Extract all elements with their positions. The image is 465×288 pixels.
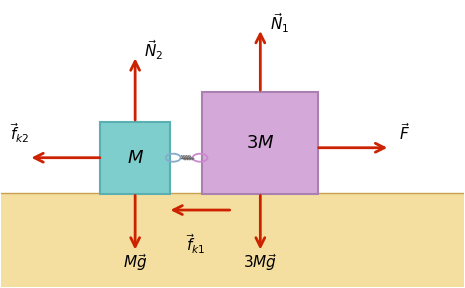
Text: $M$: $M$ bbox=[126, 149, 144, 167]
Text: $\vec{f}_{k2}$: $\vec{f}_{k2}$ bbox=[10, 121, 29, 145]
FancyBboxPatch shape bbox=[202, 92, 318, 194]
Text: $3M$: $3M$ bbox=[246, 134, 274, 152]
Bar bbox=[0, 193, 465, 287]
Text: $\vec{f}_{k1}$: $\vec{f}_{k1}$ bbox=[186, 232, 205, 256]
Text: $\vec{N}_1$: $\vec{N}_1$ bbox=[270, 11, 289, 35]
Text: $M\vec{g}$: $M\vec{g}$ bbox=[123, 252, 147, 273]
FancyBboxPatch shape bbox=[100, 122, 170, 194]
Text: $\vec{N}_2$: $\vec{N}_2$ bbox=[145, 39, 164, 62]
Text: $3 M\vec{g}$: $3 M\vec{g}$ bbox=[243, 252, 277, 273]
Text: $\vec{F}$: $\vec{F}$ bbox=[399, 122, 411, 143]
